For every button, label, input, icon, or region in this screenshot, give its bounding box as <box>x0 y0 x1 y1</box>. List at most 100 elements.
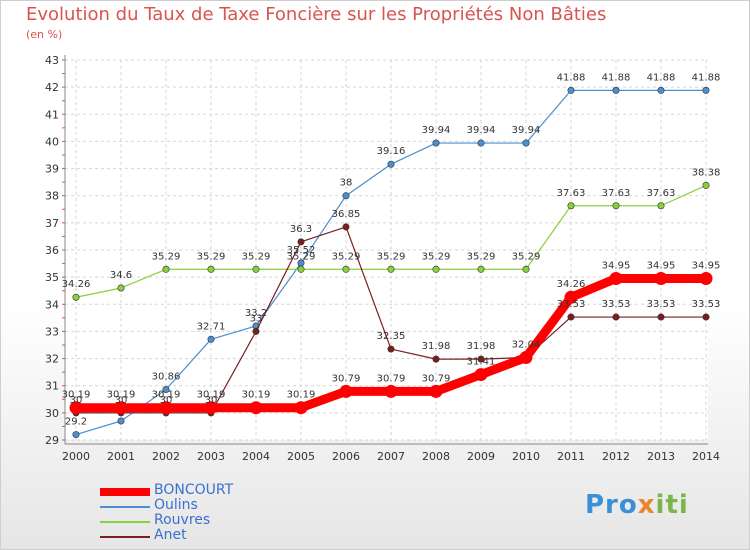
data-label-oulins: 39.94 <box>467 125 496 136</box>
data-label-rouvres: 37.63 <box>602 188 631 199</box>
data-label-boncourt: 30.19 <box>62 390 91 401</box>
data-label-oulins: 41.88 <box>647 72 676 83</box>
legend-label-rouvres: Rouvres <box>154 512 211 528</box>
data-label-anet: 30 <box>70 395 83 406</box>
y-tick-label: 38 <box>45 190 59 203</box>
y-tick-label: 33 <box>45 325 59 338</box>
legend-swatch-rouvres <box>100 521 150 523</box>
x-tick-label: 2005 <box>287 450 315 463</box>
data-label-anet: 31.98 <box>467 341 496 352</box>
y-tick-label: 36 <box>45 244 59 257</box>
data-label-rouvres: 35.29 <box>287 251 316 262</box>
data-label-boncourt: 30.19 <box>287 390 316 401</box>
data-label-boncourt: 30.19 <box>197 390 226 401</box>
data-label-rouvres: 35.29 <box>422 251 451 262</box>
legend-swatch-anet <box>100 536 150 538</box>
y-tick-label: 43 <box>45 54 59 67</box>
data-label-oulins: 30.86 <box>152 372 181 383</box>
data-point-rouvres <box>522 265 530 273</box>
data-point-oulins <box>522 139 530 147</box>
data-label-boncourt: 30.19 <box>152 390 181 401</box>
data-label-boncourt: 34.26 <box>557 279 586 290</box>
data-label-anet: 36.85 <box>332 209 361 220</box>
data-label-oulins: 33.2 <box>245 308 267 319</box>
data-point-rouvres <box>477 265 485 273</box>
data-point-oulins <box>162 386 170 394</box>
data-label-anet: 31.98 <box>422 341 451 352</box>
x-tick-label: 2007 <box>377 450 405 463</box>
data-label-boncourt: 30.79 <box>422 373 451 384</box>
data-point-oulins <box>342 192 350 200</box>
data-point-rouvres <box>387 265 395 273</box>
data-point-oulins <box>702 86 710 94</box>
data-point-rouvres <box>72 293 80 301</box>
x-tick-label: 2004 <box>242 450 270 463</box>
data-point-anet <box>702 313 710 321</box>
data-point-rouvres <box>567 202 575 210</box>
y-tick-label: 39 <box>45 163 59 176</box>
data-label-boncourt: 30.79 <box>332 373 361 384</box>
data-label-anet: 33 <box>250 313 263 324</box>
legend-label-oulins: Oulins <box>154 497 198 513</box>
y-tick-label: 31 <box>45 380 59 393</box>
data-label-anet: 33.53 <box>692 299 721 310</box>
data-label-boncourt: 30.79 <box>377 373 406 384</box>
data-label-oulins: 39.16 <box>377 146 406 157</box>
data-point-rouvres <box>207 265 215 273</box>
data-label-rouvres: 34.26 <box>62 279 91 290</box>
data-label-oulins: 32.71 <box>197 321 226 332</box>
data-point-anet <box>657 313 665 321</box>
data-label-boncourt: 34.95 <box>647 261 676 272</box>
data-point-rouvres <box>432 265 440 273</box>
data-point-rouvres <box>252 265 260 273</box>
data-point-boncourt <box>384 384 398 398</box>
data-label-anet: 30 <box>115 395 128 406</box>
data-label-oulins: 39.94 <box>422 125 451 136</box>
data-point-anet <box>567 313 575 321</box>
data-label-oulins: 35.52 <box>287 245 316 256</box>
data-point-oulins <box>657 86 665 94</box>
data-point-anet <box>252 327 260 335</box>
chart-title: Evolution du Taux de Taxe Foncière sur l… <box>26 4 607 25</box>
data-label-oulins: 41.88 <box>692 72 721 83</box>
data-label-boncourt: 34.95 <box>602 261 631 272</box>
x-tick-label: 2002 <box>152 450 180 463</box>
data-label-boncourt: 32.04 <box>512 339 541 350</box>
data-label-anet: 36.3 <box>290 224 312 235</box>
data-label-rouvres: 35.29 <box>377 251 406 262</box>
data-point-oulins <box>477 139 485 147</box>
data-point-boncourt <box>294 401 308 415</box>
data-label-oulins: 41.88 <box>602 72 631 83</box>
data-label-rouvres: 35.29 <box>467 251 496 262</box>
data-label-anet: 33.53 <box>557 299 586 310</box>
data-label-rouvres: 37.63 <box>647 188 676 199</box>
data-point-boncourt <box>204 401 218 415</box>
data-label-anet: 32.35 <box>377 331 406 342</box>
data-label-boncourt: 34.95 <box>692 261 721 272</box>
data-label-oulins: 39.94 <box>512 125 541 136</box>
data-point-boncourt <box>609 272 623 285</box>
y-tick-label: 30 <box>45 407 59 420</box>
legend-label-anet: Anet <box>154 527 187 543</box>
x-tick-label: 2008 <box>422 450 450 463</box>
x-tick-label: 2009 <box>467 450 495 463</box>
data-point-rouvres <box>657 202 665 210</box>
data-point-boncourt <box>429 384 443 398</box>
data-label-boncourt: 31.41 <box>467 357 496 368</box>
data-point-oulins <box>387 160 395 168</box>
y-tick-label: 35 <box>45 271 59 284</box>
data-label-rouvres: 35.29 <box>197 251 226 262</box>
chart-subtitle: (en %) <box>26 28 63 41</box>
x-tick-label: 2010 <box>512 450 540 463</box>
data-point-boncourt <box>114 401 128 415</box>
proxiti-logo: Proxiti <box>585 490 689 520</box>
legend-swatch-boncourt <box>100 488 150 496</box>
data-point-boncourt <box>339 384 353 398</box>
x-tick-label: 2001 <box>107 450 135 463</box>
data-label-boncourt: 30.19 <box>107 390 136 401</box>
y-tick-label: 42 <box>45 81 59 94</box>
data-point-oulins <box>567 86 575 94</box>
data-label-rouvres: 38.38 <box>692 167 721 178</box>
data-point-oulins <box>612 86 620 94</box>
